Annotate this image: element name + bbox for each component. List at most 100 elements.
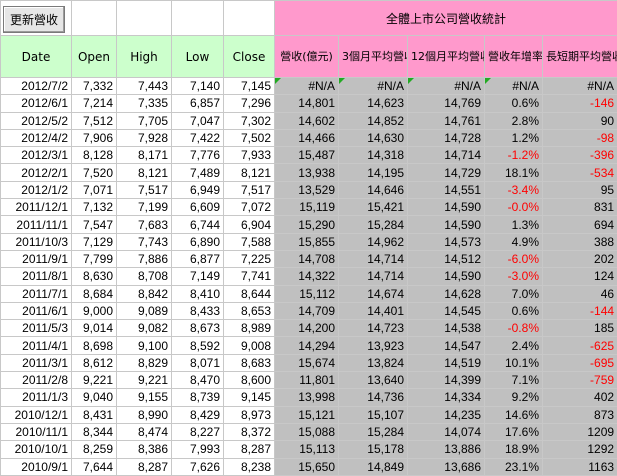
- cell-date[interactable]: 2012/1/2: [1, 181, 72, 198]
- cell-revenue-3m[interactable]: 14,723: [339, 320, 408, 337]
- cell-open[interactable]: 8,684: [72, 285, 117, 302]
- cell-close[interactable]: 8,121: [224, 164, 275, 181]
- cell-date[interactable]: 2012/2/1: [1, 164, 72, 181]
- cell-close[interactable]: 9,008: [224, 337, 275, 354]
- cell-revenue[interactable]: 14,466: [275, 129, 339, 146]
- cell-revenue-3m[interactable]: 13,824: [339, 354, 408, 371]
- cell-revenue[interactable]: 14,200: [275, 320, 339, 337]
- cell-revenue[interactable]: 11,801: [275, 372, 339, 389]
- empty-cell[interactable]: [117, 1, 172, 36]
- cell-revenue-12m[interactable]: 14,074: [408, 423, 485, 440]
- cell-revenue-yoy[interactable]: 14.6%: [485, 406, 543, 423]
- cell-high[interactable]: 8,386: [117, 441, 172, 458]
- cell-open[interactable]: 7,129: [72, 233, 117, 250]
- cell-revenue-yoy[interactable]: -3.0%: [485, 268, 543, 285]
- cell-revenue-12m[interactable]: 14,769: [408, 95, 485, 112]
- cell-high[interactable]: 9,221: [117, 372, 172, 389]
- cell-low[interactable]: 7,626: [172, 458, 224, 475]
- cell-revenue-12m[interactable]: 14,547: [408, 337, 485, 354]
- cell-high[interactable]: 7,928: [117, 129, 172, 146]
- cell-revenue-diff[interactable]: 388: [543, 233, 617, 250]
- cell-low[interactable]: 7,422: [172, 129, 224, 146]
- cell-high[interactable]: 7,199: [117, 199, 172, 216]
- cell-revenue-12m[interactable]: 14,714: [408, 147, 485, 164]
- cell-revenue[interactable]: 13,938: [275, 164, 339, 181]
- cell-revenue[interactable]: 15,121: [275, 406, 339, 423]
- cell-revenue[interactable]: 15,650: [275, 458, 339, 475]
- cell-revenue-diff[interactable]: #N/A: [543, 78, 617, 95]
- cell-revenue[interactable]: 13,998: [275, 389, 339, 406]
- cell-revenue-12m[interactable]: 14,551: [408, 181, 485, 198]
- cell-high[interactable]: 9,155: [117, 389, 172, 406]
- cell-revenue[interactable]: 15,487: [275, 147, 339, 164]
- cell-revenue[interactable]: 14,294: [275, 337, 339, 354]
- cell-revenue-3m[interactable]: 14,852: [339, 112, 408, 129]
- cell-open[interactable]: 7,214: [72, 95, 117, 112]
- cell-revenue-diff[interactable]: 873: [543, 406, 617, 423]
- cell-high[interactable]: 7,335: [117, 95, 172, 112]
- cell-low[interactable]: 8,739: [172, 389, 224, 406]
- cell-revenue-12m[interactable]: 14,728: [408, 129, 485, 146]
- cell-high[interactable]: 7,517: [117, 181, 172, 198]
- cell-revenue[interactable]: 15,113: [275, 441, 339, 458]
- empty-cell[interactable]: [224, 1, 275, 36]
- cell-close[interactable]: 8,372: [224, 423, 275, 440]
- cell-date[interactable]: 2012/7/2: [1, 78, 72, 95]
- cell-low[interactable]: 8,470: [172, 372, 224, 389]
- cell-revenue-12m[interactable]: 13,686: [408, 458, 485, 475]
- cell-low[interactable]: 8,429: [172, 406, 224, 423]
- cell-revenue-3m[interactable]: 14,623: [339, 95, 408, 112]
- cell-revenue-3m[interactable]: 14,714: [339, 250, 408, 267]
- cell-low[interactable]: 6,744: [172, 216, 224, 233]
- cell-low[interactable]: 6,609: [172, 199, 224, 216]
- cell-revenue-yoy[interactable]: 2.8%: [485, 112, 543, 129]
- cell-date[interactable]: 2011/11/1: [1, 216, 72, 233]
- cell-revenue-diff[interactable]: 402: [543, 389, 617, 406]
- cell-revenue-diff[interactable]: -396: [543, 147, 617, 164]
- cell-revenue-3m[interactable]: 14,962: [339, 233, 408, 250]
- cell-revenue-3m[interactable]: 14,630: [339, 129, 408, 146]
- cell-revenue-3m[interactable]: 15,178: [339, 441, 408, 458]
- cell-open[interactable]: 7,512: [72, 112, 117, 129]
- cell-revenue-diff[interactable]: -625: [543, 337, 617, 354]
- cell-revenue-12m[interactable]: 14,628: [408, 285, 485, 302]
- cell-low[interactable]: 6,949: [172, 181, 224, 198]
- cell-revenue-12m[interactable]: 14,235: [408, 406, 485, 423]
- cell-revenue-yoy[interactable]: 9.2%: [485, 389, 543, 406]
- cell-revenue-3m[interactable]: 15,284: [339, 423, 408, 440]
- cell-low[interactable]: 7,140: [172, 78, 224, 95]
- cell-high[interactable]: 9,100: [117, 337, 172, 354]
- cell-revenue-12m[interactable]: 14,729: [408, 164, 485, 181]
- cell-close[interactable]: 7,517: [224, 181, 275, 198]
- cell-revenue[interactable]: #N/A: [275, 78, 339, 95]
- cell-revenue-12m[interactable]: 14,538: [408, 320, 485, 337]
- cell-revenue-yoy[interactable]: 4.9%: [485, 233, 543, 250]
- cell-date[interactable]: 2012/6/1: [1, 95, 72, 112]
- cell-revenue[interactable]: 15,088: [275, 423, 339, 440]
- cell-revenue-diff[interactable]: -759: [543, 372, 617, 389]
- cell-revenue-diff[interactable]: 202: [543, 250, 617, 267]
- cell-date[interactable]: 2011/2/8: [1, 372, 72, 389]
- cell-revenue-diff[interactable]: 95: [543, 181, 617, 198]
- cell-high[interactable]: 8,708: [117, 268, 172, 285]
- cell-date[interactable]: 2010/10/1: [1, 441, 72, 458]
- cell-revenue-diff[interactable]: 124: [543, 268, 617, 285]
- cell-revenue-yoy[interactable]: -0.8%: [485, 320, 543, 337]
- cell-revenue-12m[interactable]: 14,545: [408, 302, 485, 319]
- cell-low[interactable]: 7,149: [172, 268, 224, 285]
- cell-revenue-3m[interactable]: 14,714: [339, 268, 408, 285]
- cell-high[interactable]: 8,171: [117, 147, 172, 164]
- cell-low[interactable]: 7,776: [172, 147, 224, 164]
- empty-cell[interactable]: [72, 1, 117, 36]
- cell-open[interactable]: 8,259: [72, 441, 117, 458]
- cell-high[interactable]: 8,990: [117, 406, 172, 423]
- cell-date[interactable]: 2011/4/1: [1, 337, 72, 354]
- cell-low[interactable]: 8,227: [172, 423, 224, 440]
- cell-revenue[interactable]: 15,674: [275, 354, 339, 371]
- cell-low[interactable]: 8,592: [172, 337, 224, 354]
- cell-revenue-yoy[interactable]: -0.0%: [485, 199, 543, 216]
- cell-revenue-12m[interactable]: 14,399: [408, 372, 485, 389]
- cell-high[interactable]: 7,705: [117, 112, 172, 129]
- cell-high[interactable]: 7,886: [117, 250, 172, 267]
- cell-high[interactable]: 7,443: [117, 78, 172, 95]
